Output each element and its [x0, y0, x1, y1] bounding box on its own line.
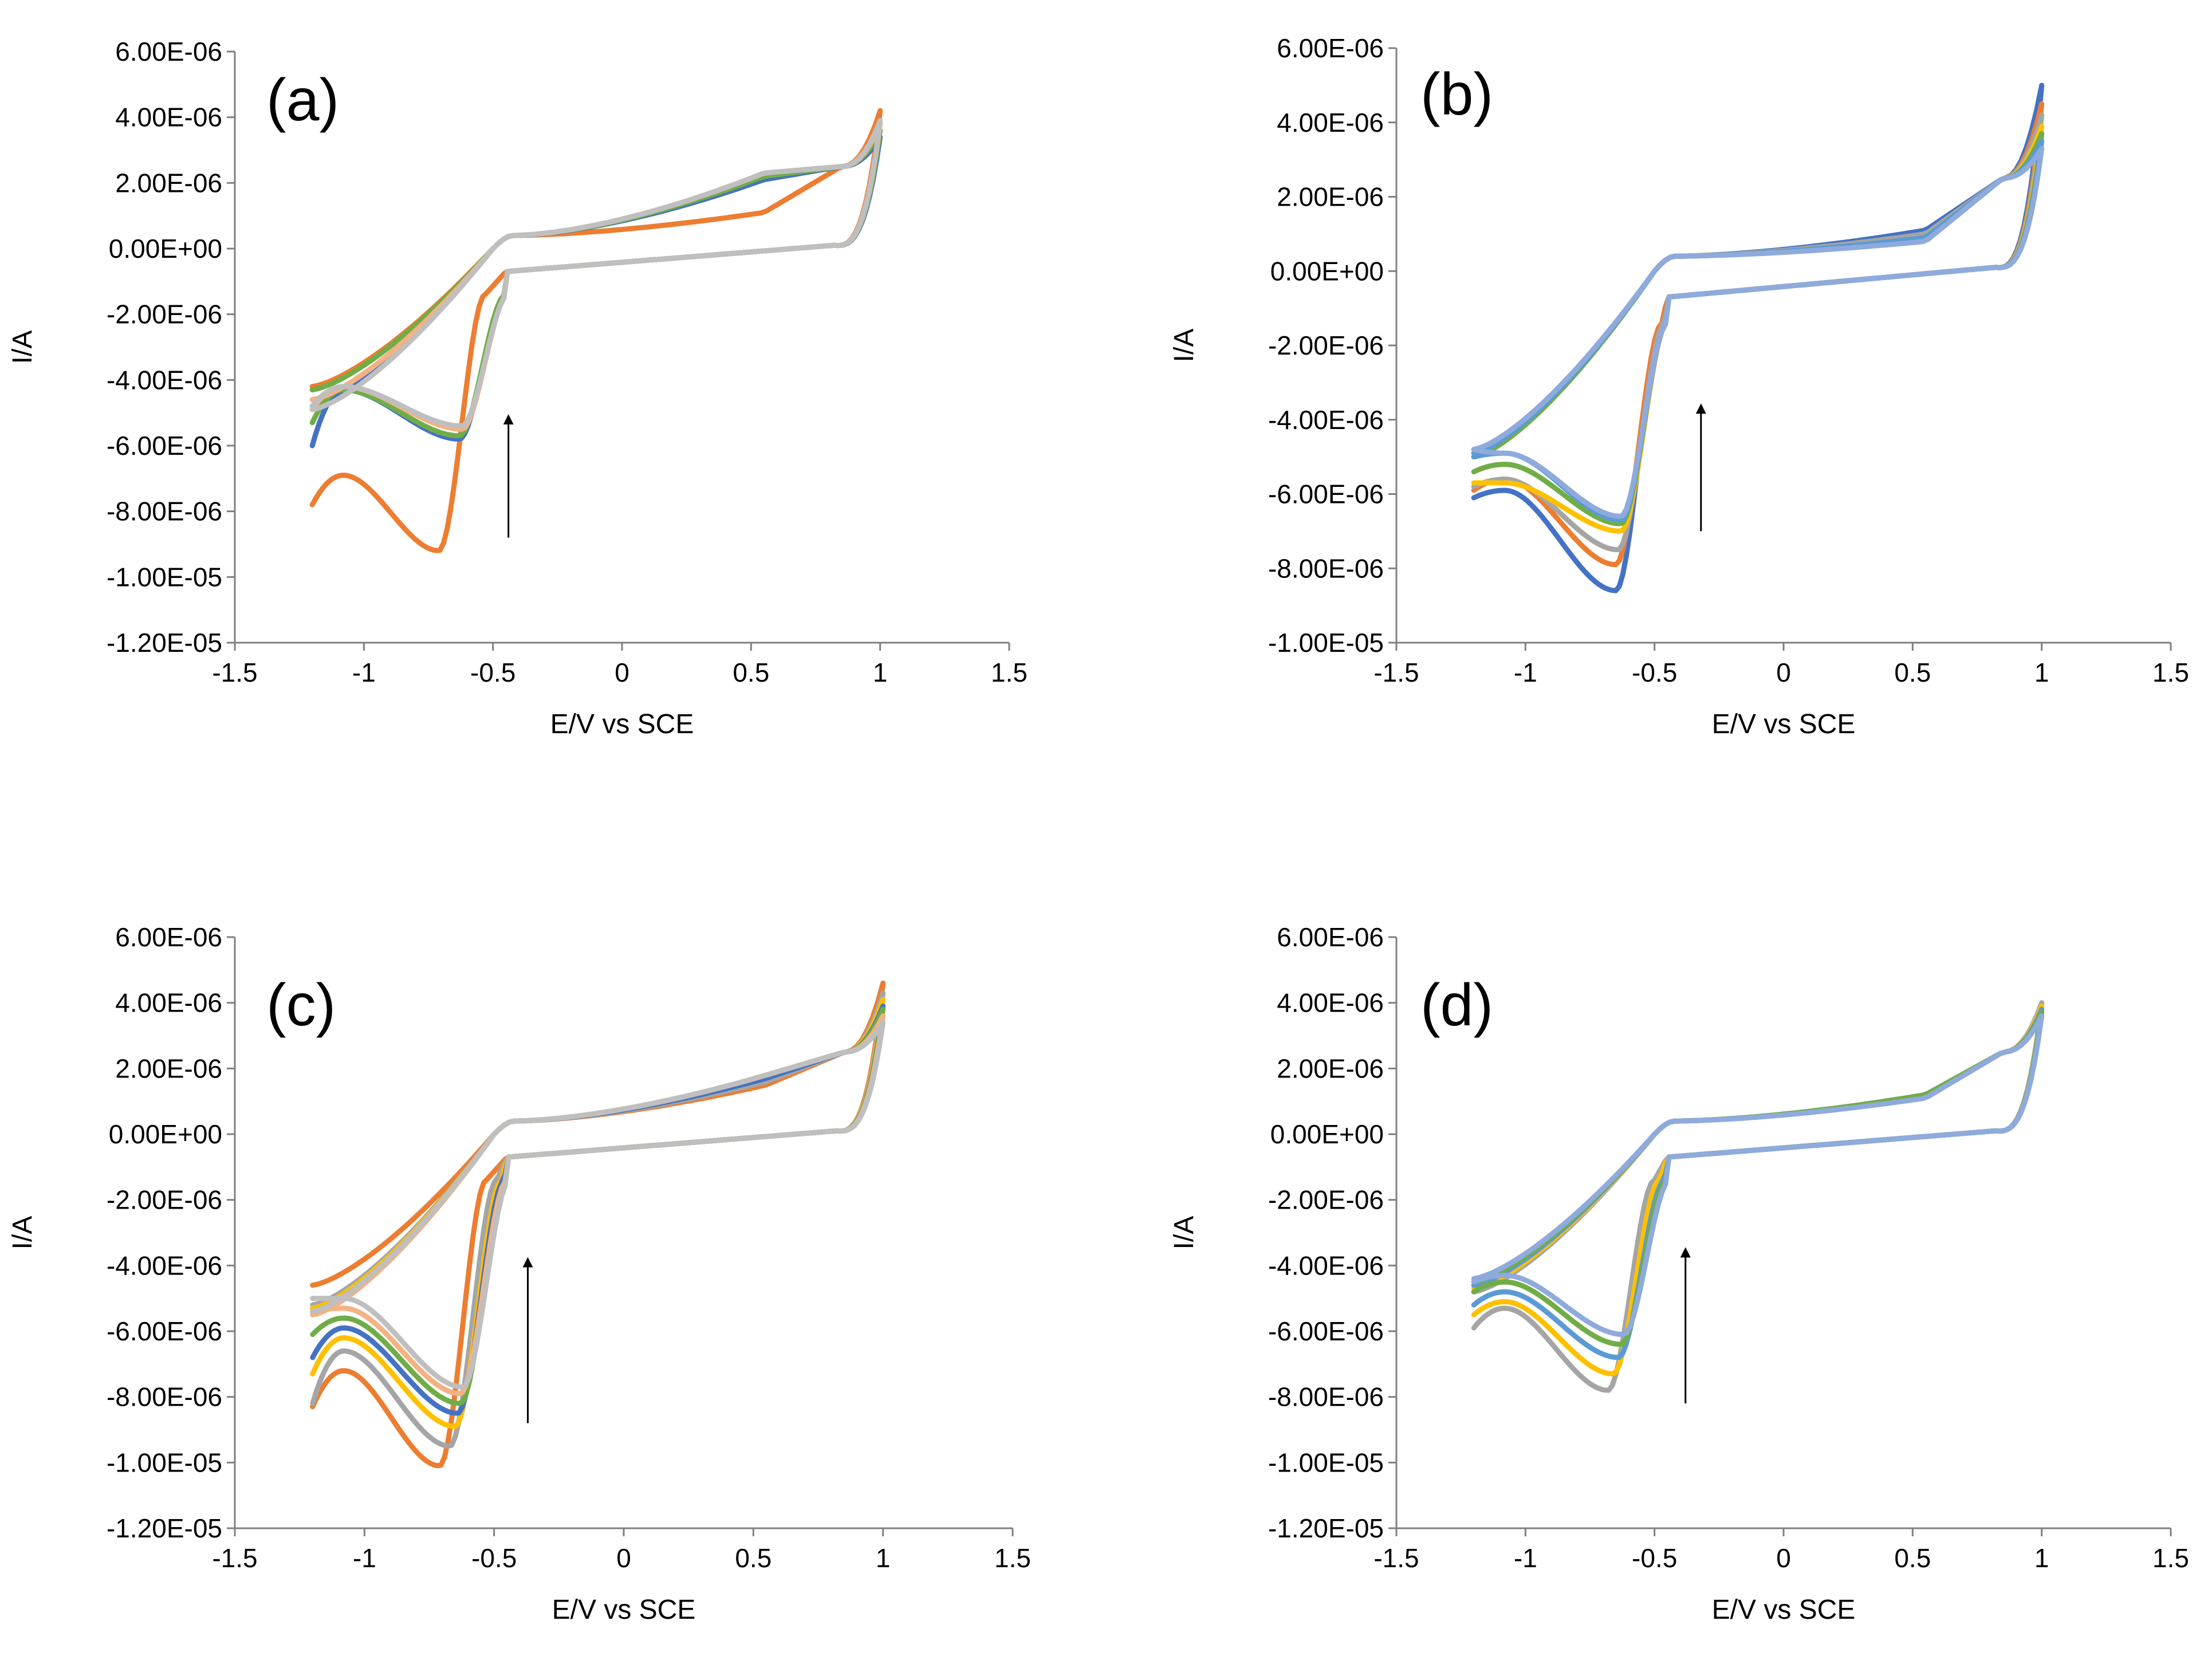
- panel-label: (c): [266, 972, 336, 1039]
- y-tick-label: 2.00E-06: [1277, 1053, 1384, 1083]
- y-tick-label: 0.00E+00: [1270, 1119, 1384, 1149]
- y-axis-title: I/A: [7, 1216, 38, 1250]
- panel-label: (b): [1420, 61, 1493, 128]
- x-tick-label: -0.5: [1632, 1543, 1677, 1573]
- x-tick-label: 1: [876, 1543, 891, 1573]
- x-tick-label: 1.5: [991, 658, 1028, 687]
- x-tick-label: 0: [616, 1543, 631, 1573]
- y-tick-label: -1.20E-05: [107, 628, 222, 658]
- y-axis-title: I/A: [7, 331, 38, 364]
- panel-label: (a): [266, 67, 339, 133]
- y-tick-label: -8.00E-06: [1268, 1382, 1384, 1412]
- cv-series-4: [1471, 1010, 2045, 1347]
- y-tick-label: -8.00E-06: [107, 497, 222, 526]
- x-tick-label: -1: [1514, 1543, 1537, 1573]
- x-tick-label: -0.5: [470, 658, 515, 687]
- cv-series-3: [1471, 1006, 2045, 1360]
- cv-series-2: [1471, 101, 2045, 568]
- y-tick-label: 2.00E-06: [1277, 182, 1384, 212]
- x-tick-label: 0.5: [733, 658, 769, 687]
- x-tick-label: 1.5: [2152, 658, 2189, 687]
- x-axis-title: E/V vs SCE: [550, 709, 694, 739]
- chart-panel-b: 6.00E-06 4.00E-06 2.00E-06 0.00E+00 -2.00E-0…: [1169, 33, 2189, 739]
- x-tick-label: 1: [2034, 1543, 2049, 1573]
- x-tick-label: 1.5: [2152, 1543, 2189, 1573]
- y-tick-label: -1.00E-05: [107, 1447, 222, 1477]
- chart-panel-a: 6.00E-06 4.00E-06 2.00E-06 0.00E+00 -2.00E-0…: [7, 37, 1028, 739]
- x-tick-label: 0.5: [735, 1543, 772, 1573]
- y-tick-label: -2.00E-06: [1268, 1185, 1384, 1215]
- cv-series-2: [1471, 1003, 2045, 1376]
- chart-panel-c: 6.00E-06 4.00E-06 2.00E-06 0.00E+00 -2.00E-0…: [7, 922, 1031, 1625]
- cv-series-1: [1471, 1000, 2045, 1393]
- y-tick-label: -2.00E-06: [1268, 331, 1384, 360]
- y-tick-label: -2.00E-06: [107, 1185, 222, 1215]
- x-tick-label: -1.5: [1373, 1543, 1419, 1573]
- x-tick-label: -1: [1514, 658, 1537, 687]
- y-tick-label: 4.00E-06: [1277, 988, 1384, 1018]
- x-tick-label: 1: [2034, 658, 2049, 687]
- y-tick-label: 4.00E-06: [115, 103, 222, 132]
- y-tick-label: -6.00E-06: [107, 1316, 222, 1346]
- y-tick-label: -1.20E-05: [107, 1513, 222, 1543]
- x-tick-label: -1.5: [212, 1543, 257, 1573]
- y-tick-label: -4.00E-06: [107, 1250, 222, 1280]
- y-tick-label: -1.00E-05: [107, 562, 222, 592]
- y-tick-label: -4.00E-06: [107, 365, 222, 395]
- y-tick-label: 4.00E-06: [115, 988, 222, 1018]
- x-axis-title: E/V vs SCE: [1712, 1595, 1856, 1625]
- cv-series-7: [310, 1020, 886, 1390]
- y-tick-label: 6.00E-06: [115, 922, 222, 952]
- x-tick-label: 0.5: [1894, 1543, 1931, 1573]
- x-tick-label: 0: [1776, 1543, 1791, 1573]
- x-tick-label: 0: [1776, 658, 1791, 687]
- y-tick-label: 2.00E-06: [115, 1053, 222, 1083]
- cv-series-6: [1471, 138, 2045, 523]
- y-tick-label: 0.00E+00: [1270, 256, 1384, 286]
- y-tick-label: 0.00E+00: [109, 1119, 222, 1149]
- y-tick-label: -6.00E-06: [1268, 1316, 1384, 1346]
- x-tick-label: 0: [615, 658, 629, 687]
- cv-series-5: [1471, 1013, 2045, 1338]
- panel-label: (d): [1420, 972, 1493, 1039]
- x-tick-label: 1: [873, 658, 888, 687]
- y-tick-label: -1.00E-05: [1268, 628, 1384, 658]
- cv-series-2: [309, 134, 883, 449]
- x-tick-label: -0.5: [1632, 658, 1677, 687]
- y-tick-label: -4.00E-06: [1268, 405, 1384, 435]
- cv-series-4: [1471, 123, 2045, 534]
- x-tick-label: -1: [353, 1543, 376, 1573]
- y-tick-label: -1.20E-05: [1268, 1513, 1384, 1543]
- chart-panel-d: 6.00E-06 4.00E-06 2.00E-06 0.00E+00 -2.00E-0…: [1169, 922, 2189, 1625]
- x-tick-label: -1: [352, 658, 376, 687]
- y-tick-label: -6.00E-06: [1268, 479, 1384, 509]
- y-tick-label: -8.00E-06: [107, 1382, 222, 1412]
- y-tick-label: 2.00E-06: [115, 168, 222, 198]
- cv-series-7: [1471, 145, 2045, 519]
- y-tick-label: -6.00E-06: [107, 431, 222, 461]
- y-axis-title: I/A: [1169, 1216, 1199, 1250]
- cv-series-5: [309, 117, 883, 429]
- y-tick-label: 0.00E+00: [109, 234, 222, 263]
- y-tick-label: -8.00E-06: [1268, 553, 1384, 583]
- x-axis-title: E/V vs SCE: [552, 1595, 696, 1625]
- x-tick-label: 0.5: [1894, 658, 1931, 687]
- y-tick-label: 6.00E-06: [1277, 922, 1384, 952]
- x-axis-title: E/V vs SCE: [1712, 709, 1856, 739]
- x-tick-label: -0.5: [471, 1543, 517, 1573]
- y-tick-label: -4.00E-06: [1268, 1250, 1384, 1280]
- y-tick-label: 6.00E-06: [1277, 33, 1384, 63]
- y-tick-label: -1.00E-05: [1268, 1447, 1384, 1477]
- x-tick-label: -1.5: [212, 658, 257, 687]
- cv-series-1: [310, 980, 886, 1469]
- x-tick-label: -1.5: [1373, 658, 1419, 687]
- y-tick-label: 6.00E-06: [115, 37, 222, 66]
- y-tick-label: -2.00E-06: [107, 300, 222, 329]
- x-tick-label: 1.5: [994, 1543, 1031, 1573]
- cv-series-5: [1471, 131, 2045, 526]
- y-tick-label: 4.00E-06: [1277, 108, 1384, 137]
- y-axis-title: I/A: [1169, 329, 1199, 363]
